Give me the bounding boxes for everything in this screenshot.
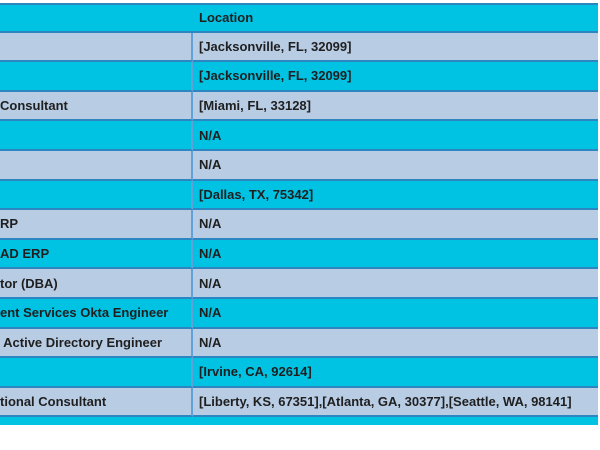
cell-location: N/A [193,298,598,329]
page-background-strip [0,0,600,3]
cell-location: [Irvine, CA, 92614] [193,358,598,388]
cell-title [0,180,193,211]
cell-title: Consultant [0,91,193,122]
cell-title [0,150,193,181]
consultants-location-table: Location [Jacksonville, FL, 32099] [Jacks… [0,3,598,418]
cell-location: [Dallas, TX, 75342] [193,180,598,211]
table-row: ent Services Okta Engineer N/A [0,298,598,329]
cell-location: [Jacksonville, FL, 32099] [193,62,598,92]
table-row: RP N/A [0,210,598,240]
cell-title [0,62,193,92]
cell-title [0,358,193,388]
cell-location: N/A [193,210,598,240]
table-row: [Dallas, TX, 75342] [0,180,598,211]
table-body: [Jacksonville, FL, 32099] [Jacksonville, … [0,32,598,418]
cell-location: N/A [193,150,598,181]
table-row: [Jacksonville, FL, 32099] [0,62,598,92]
column-header-title [0,3,193,33]
cell-location: [Liberty, KS, 67351],[Atlanta, GA, 30377… [193,387,598,418]
table-row: AD ERP N/A [0,239,598,270]
cell-title: tional Consultant [0,387,193,418]
cell-title: RP [0,210,193,240]
table-row: tional Consultant [Liberty, KS, 67351],[A… [0,387,598,418]
table-row: N/A [0,121,598,151]
cell-title [0,32,193,63]
cell-title: ent Services Okta Engineer [0,298,193,329]
location-report-view: Location [Jacksonville, FL, 32099] [Jacks… [0,0,600,426]
table-row: [Jacksonville, FL, 32099] [0,32,598,63]
cell-title: AD ERP [0,239,193,270]
cell-title: tor (DBA) [0,269,193,299]
cell-location: [Miami, FL, 33128] [193,91,598,122]
table-row: tor (DBA) N/A [0,269,598,299]
cell-location: N/A [193,121,598,151]
table-row: [Irvine, CA, 92614] [0,358,598,388]
cell-location: [Jacksonville, FL, 32099] [193,32,598,63]
cell-title: Active Directory Engineer [0,328,193,359]
table-row: N/A [0,150,598,181]
cell-location: N/A [193,328,598,359]
table-row: Active Directory Engineer N/A [0,328,598,359]
cell-location: N/A [193,239,598,270]
partial-next-row [0,417,598,426]
cell-location: N/A [193,269,598,299]
cell-title [0,121,193,151]
column-header-location: Location [193,3,598,33]
table-row: Consultant [Miami, FL, 33128] [0,91,598,122]
table-header-row: Location [0,3,598,33]
